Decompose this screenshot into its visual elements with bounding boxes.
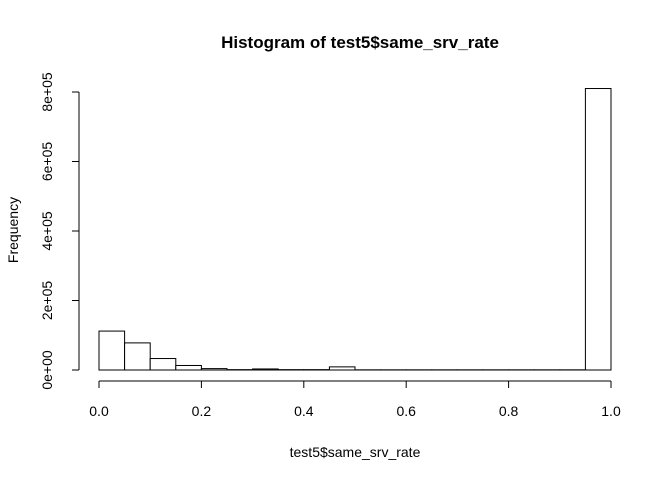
y-tick-label: 4e+05 [39, 211, 55, 251]
histogram-bar [200, 368, 228, 371]
histogram-bar [328, 366, 356, 371]
y-tick-label: 2e+05 [39, 281, 55, 321]
y-axis-label: Frequency [5, 197, 21, 263]
x-axis-label: test5$same_srv_rate [290, 444, 421, 460]
histogram-bar [98, 330, 126, 371]
histogram-bar [124, 342, 151, 371]
x-tick-label: 0.0 [89, 403, 109, 419]
x-axis: 0.0 0.2 0.4 0.6 0.8 1.0 [89, 380, 621, 419]
x-tick-label: 1.0 [601, 403, 621, 419]
x-tick-label: 0.2 [192, 403, 212, 419]
y-tick-label: 8e+05 [39, 72, 55, 112]
y-tick-label: 0e+00 [39, 350, 55, 390]
x-tick-label: 0.8 [499, 403, 519, 419]
bars-group [98, 88, 612, 371]
x-tick-label: 0.4 [294, 403, 314, 419]
x-tick-label: 0.6 [396, 403, 416, 419]
histogram-bar [584, 88, 612, 371]
histogram-bar [175, 364, 202, 371]
histogram-bar [149, 358, 177, 371]
chart-title: Histogram of test5$same_srv_rate [221, 33, 499, 52]
y-tick-label: 6e+05 [39, 142, 55, 182]
histogram-bar [252, 368, 279, 371]
y-axis: 0e+00 2e+05 4e+05 6e+05 8e+05 [39, 72, 80, 390]
